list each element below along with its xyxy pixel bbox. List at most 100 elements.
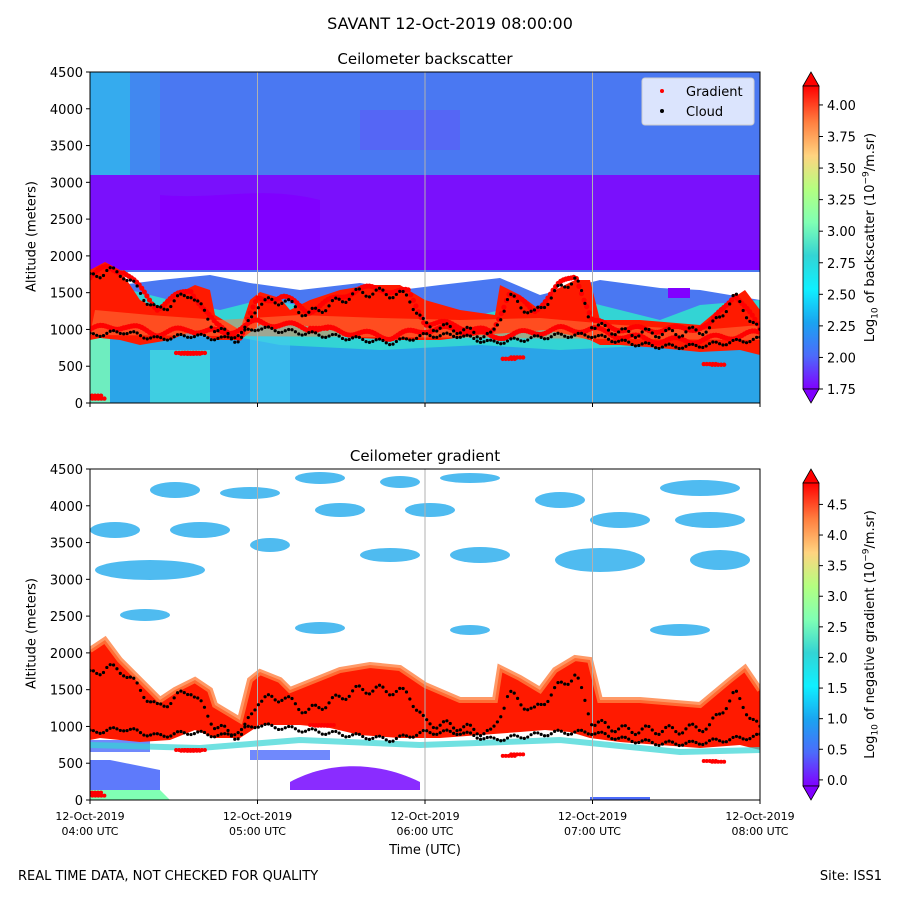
cloud-point (115, 270, 119, 274)
cloud-point (128, 727, 133, 731)
colorbar-tick-label: 2.5 (827, 621, 848, 636)
gradient-point (704, 759, 709, 764)
cloud-point (175, 730, 180, 734)
cloud-point (243, 725, 247, 729)
cloud-point (347, 297, 351, 301)
cloud-point (519, 703, 523, 707)
gradient-point (190, 747, 195, 752)
cloud-point (627, 329, 631, 334)
cloud-point (576, 279, 580, 283)
cloud-point (751, 337, 755, 341)
cloud-point (226, 335, 230, 339)
cloud-point (256, 703, 260, 707)
cloud-point (243, 722, 247, 726)
cloud-point (374, 338, 378, 342)
cloud-point (196, 333, 200, 337)
cloud-point (701, 742, 705, 747)
cloud-point (391, 693, 395, 697)
cloud-point (603, 334, 607, 339)
cloud-point (633, 732, 638, 737)
cloud-point (175, 333, 180, 337)
cloud-point (532, 731, 537, 735)
gradient-point (185, 748, 190, 753)
cloud-point (287, 298, 291, 302)
cloud-point (633, 335, 638, 340)
cloud-point (522, 707, 526, 711)
gradient-point (202, 747, 207, 752)
cloud-point (579, 685, 584, 690)
cloud-point (317, 730, 321, 734)
cloud-point (610, 332, 614, 336)
bottom-scatter-marks (90, 663, 760, 798)
cloud-point (273, 301, 277, 305)
cloud-point (573, 333, 577, 337)
cloud-point (755, 335, 759, 339)
cloud-point (664, 725, 668, 730)
gradient-point (410, 297, 416, 303)
gradient-point (99, 793, 104, 798)
cloud-point (657, 743, 661, 748)
cloud-point (633, 741, 638, 745)
gradient-point (722, 759, 727, 764)
gradient-point (509, 752, 514, 757)
cloud-point (189, 732, 193, 737)
cloud-point (529, 309, 533, 313)
cloud-point (462, 725, 466, 729)
cloud-point (270, 326, 274, 330)
cloud-point (542, 702, 547, 707)
colorbar-tick-label: 3.0 (827, 590, 848, 605)
gradient-point (199, 747, 204, 752)
cloud-point (165, 338, 170, 342)
cloud-point (687, 342, 691, 347)
cloud-point (492, 724, 496, 728)
cloud-point (384, 292, 388, 297)
cloud-point (266, 693, 271, 697)
cloud-point (724, 706, 728, 711)
cloud-point (596, 720, 600, 724)
cloud-point (734, 292, 739, 296)
bottom-y-ticks: 0 500 1000 1500 2000 2500 3000 3500 4000 4500 (50, 463, 90, 809)
cloud-point (297, 729, 301, 733)
cloud-point (132, 279, 136, 283)
cloud-point (647, 341, 651, 345)
cloud-point (643, 327, 648, 331)
cloud-point (411, 338, 415, 342)
cloud-point (192, 298, 196, 302)
cloud-point (340, 300, 345, 304)
cloud-point (347, 694, 351, 698)
cloud-point (505, 736, 510, 740)
cloud-point (340, 336, 345, 341)
cloud-point (310, 703, 314, 708)
cloud-point (674, 729, 678, 734)
cloud-point (613, 729, 617, 734)
cloud-point (354, 684, 358, 689)
cloud-point (280, 727, 284, 731)
cloud-point (616, 339, 621, 343)
cloud-point (377, 337, 382, 341)
gradient-point (313, 723, 318, 728)
cloud-point (401, 686, 405, 691)
cloud-point (155, 335, 159, 339)
cloud-point (472, 336, 476, 341)
legend-cloud-label: Cloud (686, 105, 723, 120)
gradient-point (328, 722, 333, 727)
cloud-point (627, 340, 631, 344)
cloud-point (610, 736, 614, 741)
gradient-point (500, 753, 505, 758)
cloud-point (539, 702, 543, 707)
cloud-point (643, 341, 648, 345)
cloud-point (563, 285, 567, 289)
cloud-point (458, 732, 462, 736)
cloud-point (115, 330, 119, 334)
y-tick-label: 1500 (50, 287, 83, 302)
cloud-point (640, 330, 644, 334)
cloud-point (320, 707, 324, 711)
cloud-point (647, 724, 651, 729)
cloud-point (664, 328, 668, 333)
grid-lines (257, 72, 593, 800)
cloud-point (485, 728, 489, 733)
cloud-point (697, 331, 701, 336)
cloud-point (226, 728, 230, 733)
cloud-point (209, 338, 213, 342)
cloud-point (569, 679, 574, 683)
